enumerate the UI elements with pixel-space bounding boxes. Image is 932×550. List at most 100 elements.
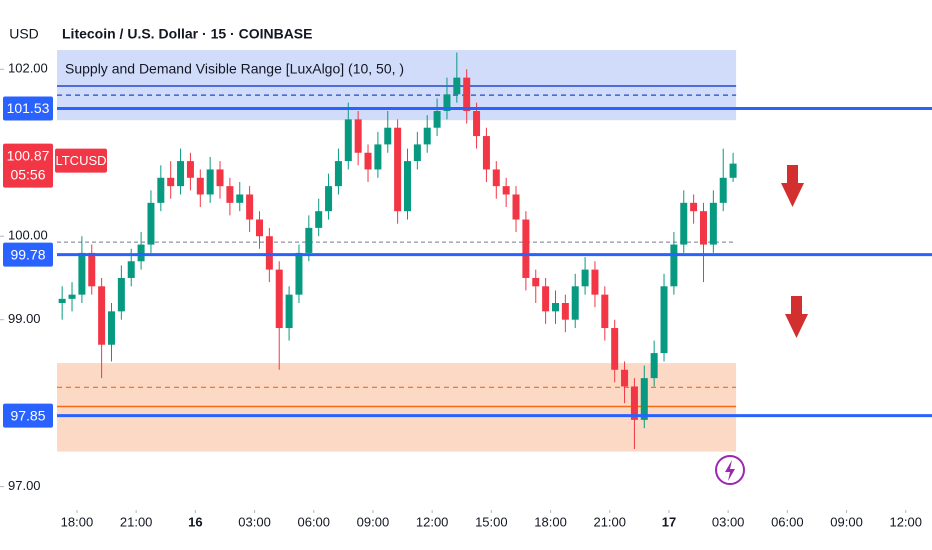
candle-body [561,303,569,320]
price-level-box [3,242,53,267]
candle-body [522,219,530,278]
candle-body [117,277,125,312]
down-arrow [781,165,804,207]
last-price-box [3,143,53,188]
candle-body [177,161,185,187]
candle-body [680,202,688,245]
lightning [725,460,735,481]
candle-body [137,244,145,262]
candle-body [226,186,234,203]
x-tick-label: 21:00 [120,514,153,529]
price-level-box [3,96,53,121]
countdown: 05:56 [10,166,45,182]
candle-body [443,94,451,112]
candle-body [601,294,609,329]
candle-body [246,194,254,220]
y-tick-label: 97.00 [8,478,41,493]
candle-body [58,298,66,303]
x-tick-label: 03:00 [238,514,271,529]
candle-body [502,186,510,195]
chart-title: Litecoin / U.S. Dollar · 15 · COINBASE [62,26,312,42]
candle-body [650,353,658,379]
candle-body [216,169,224,187]
candle-body [581,269,589,287]
x-tick-label: 06:00 [297,514,330,529]
candle-body [403,161,411,212]
candle-body [611,328,619,370]
price-level-label: 101.53 [7,100,50,116]
candle-body [167,177,175,187]
candle-body [394,127,402,212]
candle-body [275,269,283,329]
candle-body [334,161,342,187]
candle-body [78,252,86,295]
x-tick-label: 18:00 [61,514,94,529]
candle-body [186,161,194,178]
candle-body [236,194,244,203]
candle-body [719,177,727,203]
candle-body [660,286,668,354]
candle-body [709,202,717,245]
candle-body [433,111,441,128]
candle-body [542,286,550,312]
currency-box[interactable] [4,16,44,52]
candle-body [196,177,204,195]
candle-body [699,211,707,245]
candle-body [107,311,115,345]
x-tick-label: 03:00 [712,514,745,529]
price-level-label: 99.78 [10,246,45,262]
y-tick-label: 99.00 [8,311,41,326]
candle-body [413,144,421,162]
candle-body [591,269,599,295]
plot-area: 97.00 99.00 100.00 102.00 18:00 21:00 16 03:00 0… [0,50,932,529]
candle-body [147,202,155,245]
candle-body [325,186,333,212]
last-price: 100.87 [7,147,50,163]
down-arrow [785,296,808,338]
indicator-label[interactable]: Supply and Demand Visible Range [LuxAlgo… [65,61,404,77]
overlay: USD Litecoin / U.S. Dollar · 15 · COINBA… [3,16,808,485]
candle-body [344,119,352,162]
symbol: LTCUSD [55,153,106,168]
currency[interactable]: USD [9,26,39,42]
y-tick-label: 102.00 [8,61,48,76]
candle-body [729,163,737,178]
candle-body [206,169,214,195]
candle-body [621,369,629,387]
candle-body [255,219,263,237]
candle-body [88,252,96,287]
candle-body [532,277,540,287]
candle-body [354,119,362,153]
candle-body [127,261,135,278]
symbol-box [55,148,107,173]
price-level-label: 97.85 [10,407,45,423]
candle-body [98,286,106,345]
candle-body [364,152,372,170]
x-tick-label: 06:00 [771,514,804,529]
candle-body [670,244,678,287]
candle-body [640,378,648,420]
candle-body [315,211,323,228]
x-tick-label: 15:00 [475,514,508,529]
x-tick-label: 09:00 [830,514,863,529]
candle-body [374,144,382,170]
y-tick-label: 100.00 [8,228,48,243]
candle-body [68,294,76,299]
x-tick-label: 12:00 [889,514,922,529]
x-tick-label: 12:00 [416,514,449,529]
candle-body [571,286,579,320]
candle-body [512,194,520,220]
candle-body [453,77,461,95]
candle-body [690,202,698,212]
candle-body [423,127,431,145]
x-tick-label: 16 [188,514,202,529]
candle-body [492,169,500,187]
candle-body [473,111,481,137]
candle-body [463,77,471,112]
candle-body [305,227,313,253]
candle-body [384,127,392,145]
candle-body [265,236,273,270]
candle-body [285,294,293,329]
x-tick-label: 21:00 [593,514,626,529]
